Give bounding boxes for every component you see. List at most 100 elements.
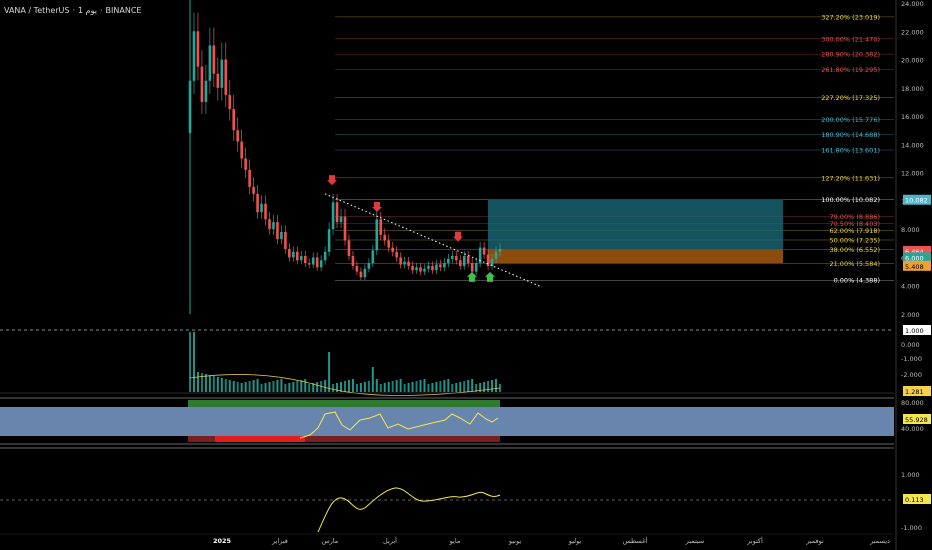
- candle-body: [327, 229, 331, 252]
- volume-bar: [189, 332, 191, 392]
- candle-body: [292, 251, 295, 258]
- volume-bar: [248, 381, 251, 392]
- volume-bar: [395, 380, 398, 392]
- volume-bar: [288, 383, 291, 392]
- volume-bar: [491, 380, 494, 392]
- candle-body: [451, 256, 454, 259]
- volume-bar: [268, 382, 271, 392]
- volume-bar: [375, 379, 378, 392]
- x-tick-label: سبتمبر: [685, 537, 705, 545]
- volume-bar: [455, 383, 458, 392]
- candle-body: [284, 232, 287, 249]
- volume-bar: [391, 381, 394, 392]
- osc-tick-label: -1.000: [901, 524, 922, 532]
- volume-bar: [475, 384, 478, 392]
- candle-body: [407, 261, 410, 266]
- rsi-overbought-strip: [188, 400, 500, 407]
- symbol-header[interactable]: VANA / TetherUS · 1 يوم · BINANCE: [4, 6, 142, 15]
- volume-bar: [196, 372, 199, 392]
- volume-bar: [403, 384, 406, 392]
- sell-arrow-icon: [453, 231, 463, 242]
- rsi-oversold-highlight: [215, 436, 305, 442]
- candle-body: [454, 256, 458, 261]
- volume-bar: [487, 381, 490, 392]
- stop-zone: [488, 249, 783, 264]
- candle-body: [232, 109, 236, 131]
- volume-bar: [407, 383, 410, 392]
- candle-body: [268, 219, 271, 230]
- fib-label: 127.20% (11.631): [821, 174, 880, 182]
- volume-bar: [383, 383, 386, 392]
- volume-bar: [204, 374, 207, 392]
- volume-bar: [292, 382, 295, 392]
- candle-body: [307, 263, 311, 265]
- x-tick-label: أكتوبر: [746, 536, 763, 545]
- candle-body: [272, 222, 275, 230]
- candle-body: [311, 257, 315, 265]
- trendline: [324, 193, 543, 288]
- volume-bar: [304, 379, 307, 392]
- volume-bar: [435, 382, 438, 392]
- volume-bar: [483, 382, 486, 392]
- candle-body: [212, 45, 216, 74]
- candle-body: [347, 240, 351, 257]
- fib-label: 62.00% (7.918): [829, 227, 880, 235]
- volume-bar: [347, 380, 350, 392]
- x-tick-label: أبريل: [383, 536, 397, 545]
- fib-label: 280.90% (20.382): [821, 51, 880, 59]
- x-tick-label: مايو: [449, 537, 461, 545]
- volume-bar: [336, 383, 339, 392]
- y-tick-label: 20.000: [901, 57, 924, 65]
- volume-bar: [200, 373, 203, 392]
- price-tag: [903, 252, 931, 263]
- candle-body: [482, 247, 486, 255]
- candle-body: [478, 247, 482, 264]
- volume-bar: [296, 381, 299, 392]
- price-tag-label: 6.000: [905, 254, 924, 262]
- volume-bar: [359, 383, 362, 392]
- volume-bar: [355, 384, 358, 392]
- volume-bar: [280, 379, 283, 392]
- volume-bar: [367, 381, 370, 392]
- fib-label: 180.90% (14.688): [821, 131, 880, 139]
- volume-bar: [419, 380, 422, 392]
- price-tag: [903, 194, 931, 205]
- candle-body: [264, 203, 267, 220]
- fib-label: 161.80% (13.601): [821, 147, 880, 155]
- fib-label: 38.00% (6.552): [829, 246, 880, 254]
- candle-body: [486, 254, 490, 266]
- volume-bar: [328, 352, 331, 392]
- volume-bar: [459, 382, 462, 392]
- candle-body: [494, 251, 498, 259]
- candle-body: [355, 265, 359, 272]
- volume-bar: [467, 380, 470, 392]
- target-zone: [488, 199, 783, 250]
- volume-bar: [431, 383, 434, 392]
- volume-bar: [252, 380, 255, 392]
- volume-bar: [312, 383, 315, 392]
- volume-bar: [415, 381, 418, 392]
- candle-body: [371, 250, 375, 264]
- volume-bar: [228, 380, 231, 392]
- candle-body: [343, 216, 347, 241]
- candle-body: [447, 258, 450, 264]
- volume-bar: [192, 332, 195, 392]
- fib-label: 0.00% (4.388): [834, 277, 880, 285]
- candle-body: [204, 80, 208, 102]
- volume-bar: [208, 375, 211, 392]
- volume-bar: [463, 381, 466, 392]
- candle-body: [375, 219, 379, 251]
- volume-bar: [232, 381, 235, 392]
- candle-body: [470, 263, 474, 272]
- price-tag-label: 55.928: [905, 416, 928, 424]
- y-tick-label: 22.000: [901, 28, 924, 36]
- candle-body: [379, 219, 383, 235]
- candle-body: [351, 256, 355, 266]
- y-tick-label: 8.000: [901, 226, 920, 234]
- rsi-tick-label: 40.000: [901, 425, 924, 433]
- candle-body: [240, 141, 243, 159]
- candle-body: [299, 256, 303, 261]
- volume-bar: [495, 379, 498, 392]
- fib-label: 21.00% (5.584): [829, 260, 880, 268]
